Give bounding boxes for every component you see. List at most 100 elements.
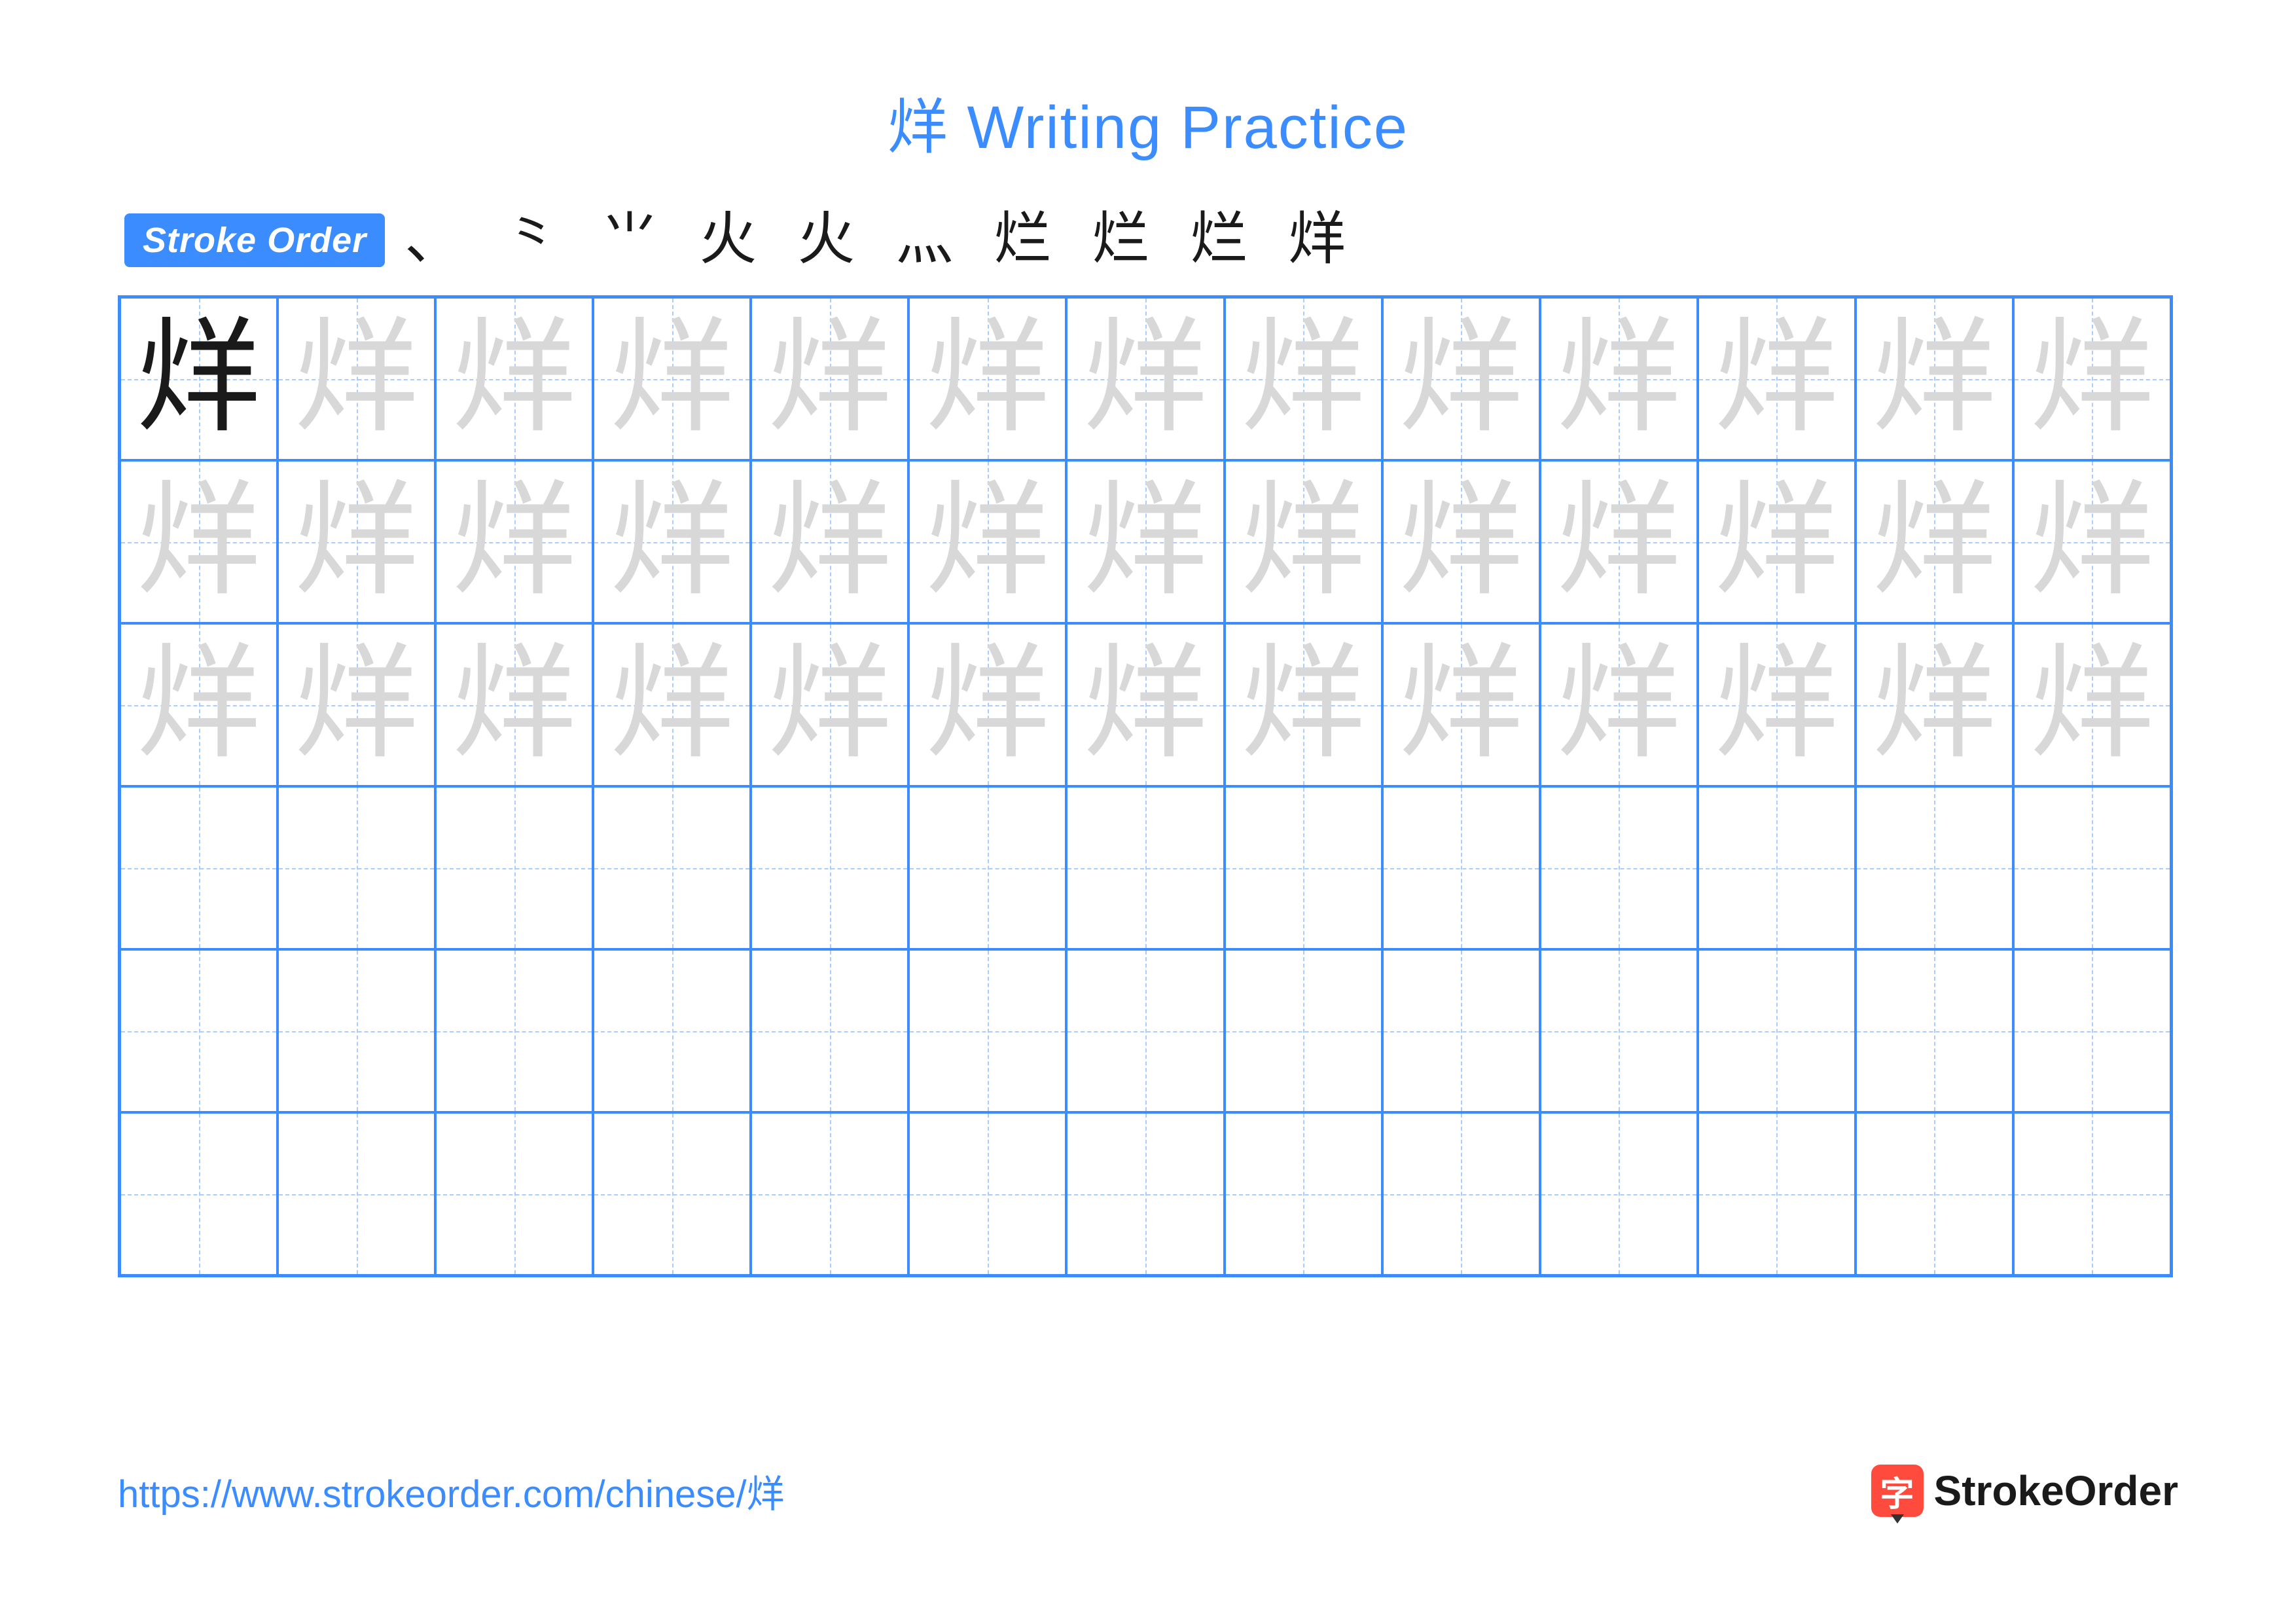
brand-icon: 字 (1871, 1465, 1924, 1517)
stroke-order-steps: 、⺀⺌火火灬烂烂烂烊 (401, 211, 1350, 269)
stroke-order-row: Stroke Order 、⺀⺌火火灬烂烂烂烊 (118, 211, 2178, 269)
trace-character: 烊 (1872, 643, 1996, 767)
grid-cell: 烊 (2013, 460, 2171, 623)
grid-cell: 烊 (593, 297, 751, 460)
trace-character: 烊 (1714, 643, 1839, 767)
trace-character: 烊 (925, 480, 1050, 604)
stroke-step: 烂 (1186, 211, 1251, 269)
grid-cell: 烊 (908, 460, 1066, 623)
trace-character: 烊 (452, 317, 577, 441)
trace-character: 烊 (2030, 317, 2154, 441)
grid-cell: 烊 (1225, 297, 1382, 460)
grid-cell: 烊 (751, 460, 908, 623)
trace-character: 烊 (1714, 317, 1839, 441)
grid-cell (1382, 949, 1540, 1112)
grid-cell (593, 949, 751, 1112)
grid-cell: 烊 (1856, 460, 2013, 623)
grid-cell: 烊 (1698, 297, 1856, 460)
grid-cell (1066, 786, 1224, 949)
trace-character: 烊 (1241, 317, 1365, 441)
grid-cell: 烊 (1382, 623, 1540, 786)
trace-character: 烊 (1241, 643, 1365, 767)
stroke-step: 烂 (990, 211, 1055, 269)
stroke-order-badge: Stroke Order (124, 213, 385, 267)
grid-cell (908, 1112, 1066, 1275)
grid-cell: 烊 (1066, 460, 1224, 623)
trace-character: 烊 (925, 317, 1050, 441)
stroke-step: ⺌ (597, 211, 662, 269)
trace-character: 烊 (610, 643, 734, 767)
grid-cell (1698, 786, 1856, 949)
grid-cell: 烊 (1540, 623, 1698, 786)
grid-cell: 烊 (1225, 460, 1382, 623)
grid-cell: 烊 (593, 460, 751, 623)
trace-character: 烊 (1083, 480, 1208, 604)
grid-cell: 烊 (1856, 623, 2013, 786)
grid-cell: 烊 (435, 623, 593, 786)
grid-cell (751, 786, 908, 949)
grid-cell: 烊 (435, 460, 593, 623)
grid-cell: 烊 (1066, 297, 1224, 460)
grid-cell (751, 949, 908, 1112)
grid-cell: 烊 (1540, 460, 1698, 623)
grid-cell (751, 1112, 908, 1275)
grid-cell (1382, 786, 1540, 949)
grid-cell (1066, 949, 1224, 1112)
trace-character: 烊 (452, 643, 577, 767)
grid-cell: 烊 (435, 297, 593, 460)
grid-cell (593, 1112, 751, 1275)
stroke-step: 灬 (891, 211, 957, 269)
trace-character: 烊 (1399, 643, 1523, 767)
grid-cell: 烊 (278, 460, 435, 623)
trace-character: 烊 (137, 643, 261, 767)
grid-cell (2013, 786, 2171, 949)
trace-character: 烊 (768, 480, 892, 604)
grid-cell (908, 786, 1066, 949)
stroke-step: 烊 (1284, 211, 1350, 269)
grid-cell (435, 786, 593, 949)
practice-grid: 烊烊烊烊烊烊烊烊烊烊烊烊烊烊烊烊烊烊烊烊烊烊烊烊烊烊烊烊烊烊烊烊烊烊烊烊烊烊烊 (118, 295, 2173, 1277)
footer: https://www.strokeorder.com/chinese/烊 字 … (118, 1463, 2178, 1518)
grid-cell (2013, 1112, 2171, 1275)
grid-cell: 烊 (120, 623, 278, 786)
grid-cell: 烊 (1066, 623, 1224, 786)
trace-character: 烊 (768, 317, 892, 441)
grid-cell: 烊 (2013, 623, 2171, 786)
source-url: https://www.strokeorder.com/chinese/烊 (118, 1463, 785, 1518)
grid-cell: 烊 (1540, 297, 1698, 460)
grid-cell (1382, 1112, 1540, 1275)
trace-character: 烊 (295, 643, 419, 767)
grid-cell (1066, 1112, 1224, 1275)
grid-cell: 烊 (2013, 297, 2171, 460)
grid-cell (1225, 786, 1382, 949)
grid-cell (1698, 1112, 1856, 1275)
page-title: 烊 Writing Practice (118, 79, 2178, 166)
trace-character: 烊 (1556, 480, 1681, 604)
trace-character: 烊 (610, 317, 734, 441)
trace-character: 烊 (1872, 480, 1996, 604)
grid-cell: 烊 (751, 297, 908, 460)
grid-cell (120, 1112, 278, 1275)
grid-cell: 烊 (1698, 460, 1856, 623)
grid-cell: 烊 (120, 297, 278, 460)
grid-cell: 烊 (1225, 623, 1382, 786)
trace-character: 烊 (1872, 317, 1996, 441)
grid-cell (1225, 1112, 1382, 1275)
grid-cell (1540, 949, 1698, 1112)
grid-cell (278, 786, 435, 949)
grid-cell: 烊 (593, 623, 751, 786)
trace-character: 烊 (137, 480, 261, 604)
trace-character: 烊 (1556, 643, 1681, 767)
grid-cell: 烊 (278, 297, 435, 460)
grid-cell: 烊 (120, 460, 278, 623)
trace-character: 烊 (1083, 643, 1208, 767)
stroke-step: 、 (401, 211, 466, 269)
trace-character: 烊 (1399, 317, 1523, 441)
trace-character: 烊 (2030, 480, 2154, 604)
trace-character: 烊 (295, 480, 419, 604)
stroke-step: 烂 (1088, 211, 1153, 269)
grid-cell: 烊 (908, 297, 1066, 460)
model-character: 烊 (137, 317, 261, 441)
grid-cell (1540, 786, 1698, 949)
grid-cell (120, 786, 278, 949)
